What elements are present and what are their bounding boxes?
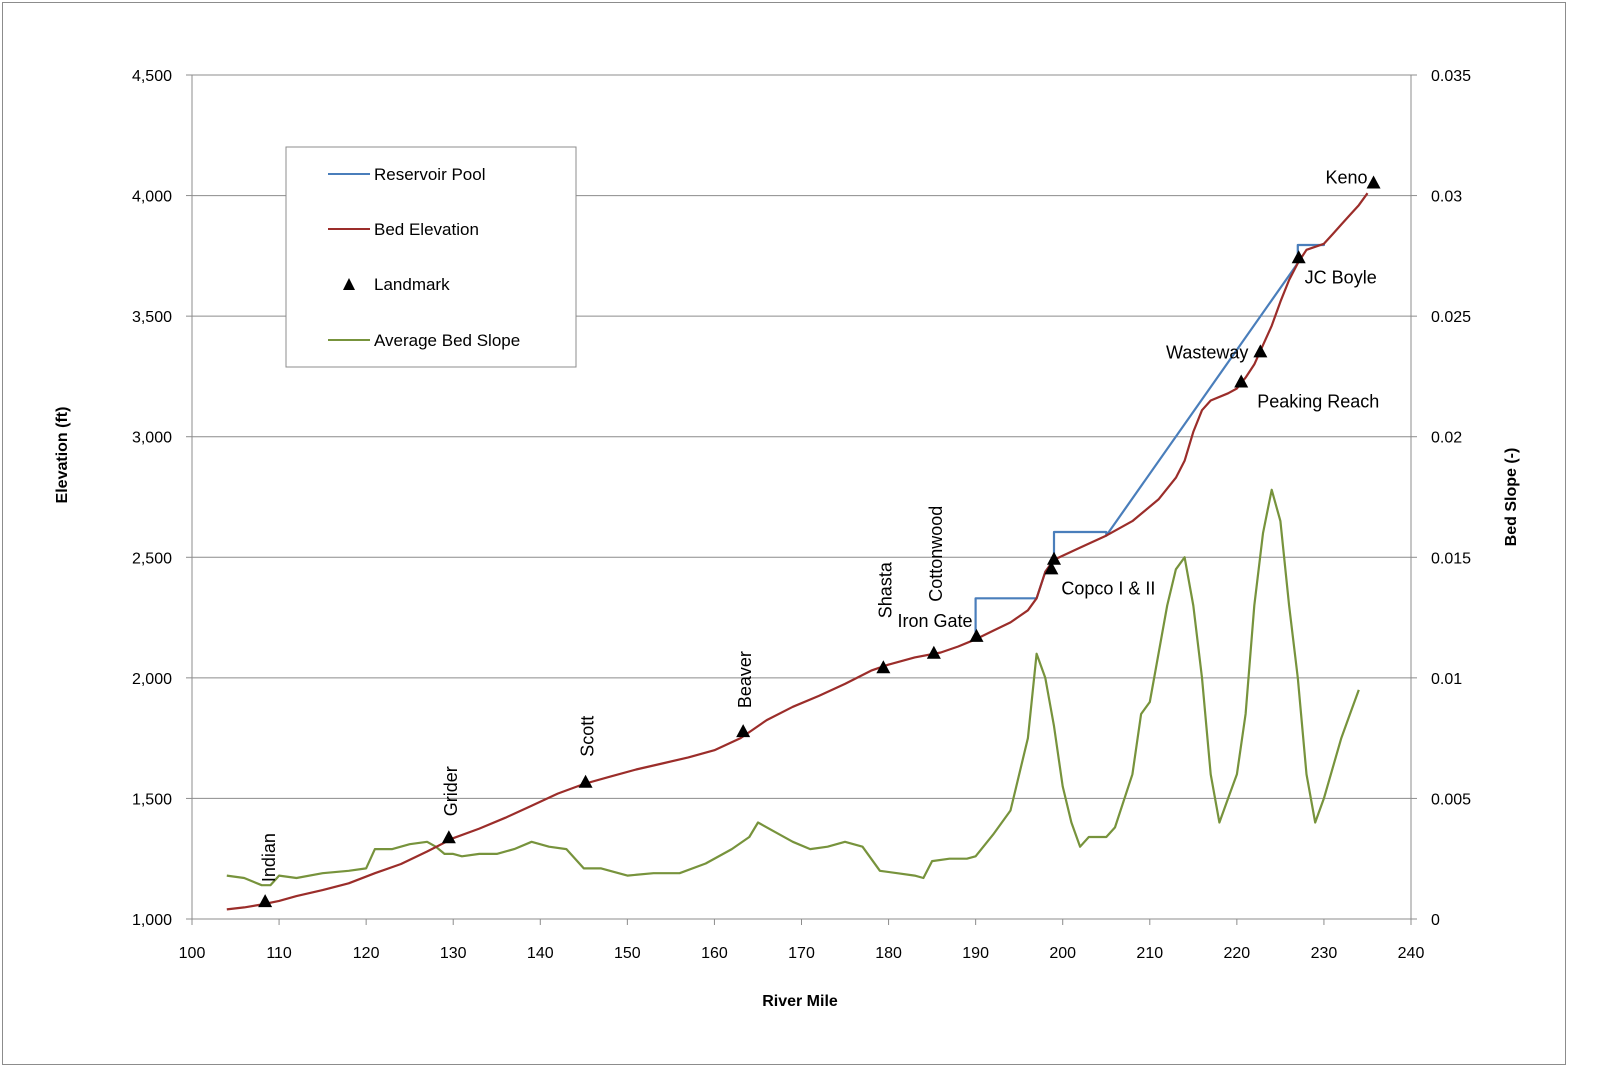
legend-bed-slope-label: Average Bed Slope xyxy=(374,331,520,350)
landmark-label: Iron Gate xyxy=(897,611,972,631)
x-tick-label: 200 xyxy=(1049,945,1076,962)
landmark-label: Wasteway xyxy=(1166,342,1248,362)
y2-tick-label: 0.03 xyxy=(1431,189,1462,206)
landmark-marker xyxy=(926,645,941,659)
legend-landmark-marker xyxy=(343,278,355,290)
y-tick-label: 3,000 xyxy=(132,430,172,447)
y2-tick-label: 0.01 xyxy=(1431,671,1462,688)
landmark-label: Shasta xyxy=(875,561,895,618)
landmark-marker xyxy=(1044,561,1059,575)
landmark-label: Grider xyxy=(441,766,461,816)
y-axis-label: Elevation (ft) xyxy=(54,407,71,504)
landmark-marker xyxy=(1291,250,1306,264)
x-tick-label: 230 xyxy=(1311,945,1338,962)
axes: 1,000 1,500 2,000 2,500 3,000 3,500 4,000 4,500… xyxy=(132,68,1471,962)
x-tick-label: 170 xyxy=(788,945,815,962)
y2-tick-label: 0.005 xyxy=(1431,791,1471,808)
landmark-label: Cottonwood xyxy=(926,506,946,602)
landmark-marker xyxy=(1253,344,1268,358)
legend: Reservoir Pool Bed Elevation Landmark Av… xyxy=(285,146,577,368)
landmark-marker xyxy=(876,660,891,674)
x-tick-label: 190 xyxy=(962,945,989,962)
landmarks: Indian Grider Scott Beaver Shasta Cottonwood I… xyxy=(258,168,1381,908)
x-tick-label: 210 xyxy=(1136,945,1163,962)
y2-tick-label: 0 xyxy=(1431,912,1440,929)
landmark-marker xyxy=(736,724,751,738)
legend-box xyxy=(285,146,577,368)
legend-bed-elevation-label: Bed Elevation xyxy=(374,220,479,239)
landmark-label: Scott xyxy=(578,716,598,757)
landmark-marker xyxy=(1047,551,1062,565)
x-tick-label: 100 xyxy=(179,945,206,962)
y-tick-label: 4,000 xyxy=(132,189,172,206)
chart-frame xyxy=(2,2,1566,1065)
y-tick-label: 3,500 xyxy=(132,309,172,326)
y2-tick-label: 0.015 xyxy=(1431,550,1471,567)
landmark-marker xyxy=(578,774,593,788)
y2-tick-label: 0.025 xyxy=(1431,309,1471,326)
x-tick-label: 180 xyxy=(875,945,902,962)
landmark-marker xyxy=(1366,175,1381,189)
legend-landmark-label: Landmark xyxy=(374,275,450,294)
y2-tick-label: 0.035 xyxy=(1431,68,1471,85)
legend-reservoir-pool-label: Reservoir Pool xyxy=(374,165,486,184)
x-tick-label: 120 xyxy=(353,945,380,962)
series-reservoir-pool xyxy=(974,243,1325,640)
landmark-marker xyxy=(969,628,984,642)
y-tick-label: 2,500 xyxy=(132,550,172,567)
landmark-marker xyxy=(1234,374,1249,388)
y-tick-label: 1,500 xyxy=(132,791,172,808)
landmark-label: Peaking Reach xyxy=(1257,391,1379,411)
y-tick-label: 2,000 xyxy=(132,671,172,688)
x-tick-label: 130 xyxy=(440,945,467,962)
landmark-marker xyxy=(258,894,273,908)
x-tick-label: 160 xyxy=(701,945,728,962)
landmark-label: Beaver xyxy=(735,651,755,708)
landmark-marker xyxy=(441,830,456,844)
x-tick-label: 240 xyxy=(1398,945,1425,962)
y2-axis-label: Bed Slope (-) xyxy=(1503,448,1520,547)
x-axis-label: River Mile xyxy=(762,993,838,1010)
landmark-label: JC Boyle xyxy=(1305,267,1377,287)
x-tick-label: 110 xyxy=(266,945,292,962)
series-average-bed-slope xyxy=(226,488,1360,887)
x-tick-label: 220 xyxy=(1224,945,1251,962)
x-tick-label: 150 xyxy=(614,945,641,962)
landmark-label: Copco I & II xyxy=(1061,578,1155,598)
landmark-label: Indian xyxy=(259,833,279,882)
landmark-label: Keno xyxy=(1326,168,1368,188)
y2-tick-label: 0.02 xyxy=(1431,430,1462,447)
y-tick-label: 4,500 xyxy=(132,68,172,85)
y-tick-label: 1,000 xyxy=(132,912,172,929)
x-tick-label: 140 xyxy=(527,945,554,962)
